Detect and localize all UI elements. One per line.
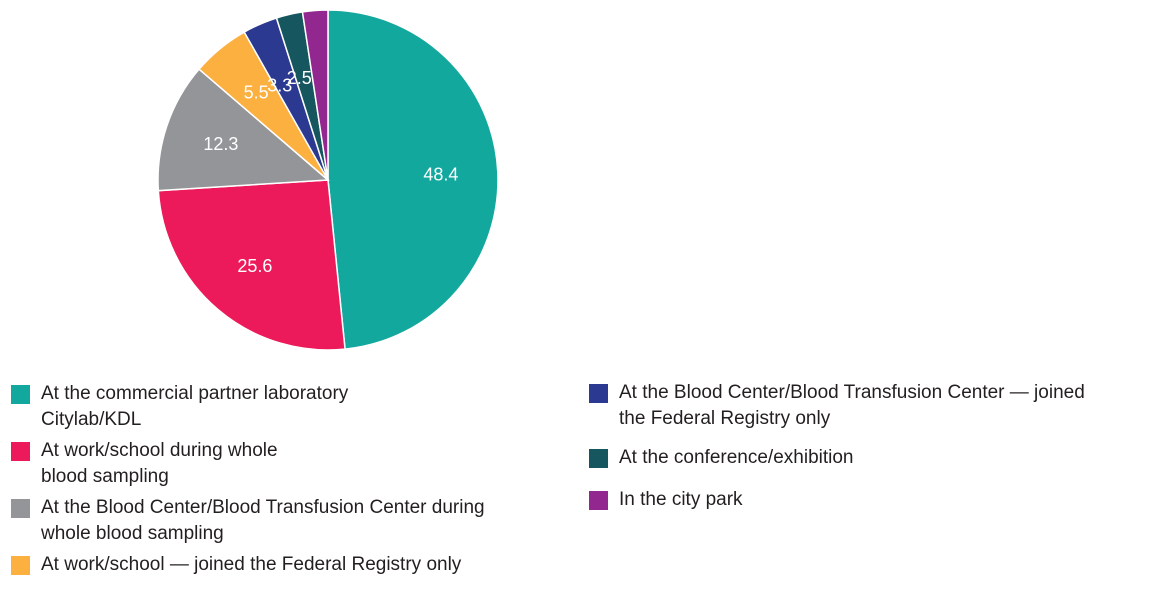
legend-swatch bbox=[589, 449, 608, 468]
legend-label: In the city park bbox=[619, 489, 743, 510]
legend-swatch bbox=[589, 491, 608, 510]
legend-label: At work/school during whole blood samplin… bbox=[41, 440, 278, 487]
slice-data-label: 2.5 bbox=[287, 68, 312, 88]
legend-label: At work/school — joined the Federal Regi… bbox=[41, 554, 462, 575]
pie-chart: 48.4 25.6 12.3 5.53.32.5 bbox=[157, 9, 499, 351]
pie-slice bbox=[157, 68, 330, 192]
legend-label: At the Blood Center/Blood Transfusion Ce… bbox=[619, 382, 1085, 429]
slice-data-label: 12.3 bbox=[203, 134, 238, 154]
legend-swatch bbox=[11, 442, 30, 461]
slice-data-label: 3.3 bbox=[267, 75, 292, 95]
pie-slice bbox=[301, 9, 329, 181]
legend-label: At the conference/exhibition bbox=[619, 447, 854, 468]
legend-swatch bbox=[11, 499, 30, 518]
legend-item: At the commercial partner laboratory City… bbox=[11, 381, 551, 433]
legend-swatch bbox=[589, 384, 608, 403]
slice-data-label: 5.5 bbox=[244, 83, 269, 103]
pie-slice bbox=[157, 179, 346, 351]
legend-swatch bbox=[11, 385, 30, 404]
legend-left: At the commercial partner laboratory City… bbox=[11, 381, 551, 578]
slice-data-label: 48.4 bbox=[423, 164, 458, 184]
legend-right: At the Blood Center/Blood Transfusion Ce… bbox=[589, 380, 1149, 513]
legend-item: At the Blood Center/Blood Transfusion Ce… bbox=[11, 495, 551, 547]
pie-slice bbox=[327, 9, 499, 350]
legend-item: At work/school during whole blood samplin… bbox=[11, 438, 551, 490]
legend-label: At the commercial partner laboratory City… bbox=[41, 383, 349, 430]
legend-item: At work/school — joined the Federal Regi… bbox=[11, 552, 551, 578]
legend-item: At the conference/exhibition bbox=[589, 445, 1149, 471]
legend-item: At the Blood Center/Blood Transfusion Ce… bbox=[589, 380, 1149, 432]
slice-data-label: 25.6 bbox=[237, 256, 272, 276]
legend-label: At the Blood Center/Blood Transfusion Ce… bbox=[41, 497, 485, 544]
legend-swatch bbox=[11, 556, 30, 575]
legend-item: In the city park bbox=[589, 487, 1149, 513]
